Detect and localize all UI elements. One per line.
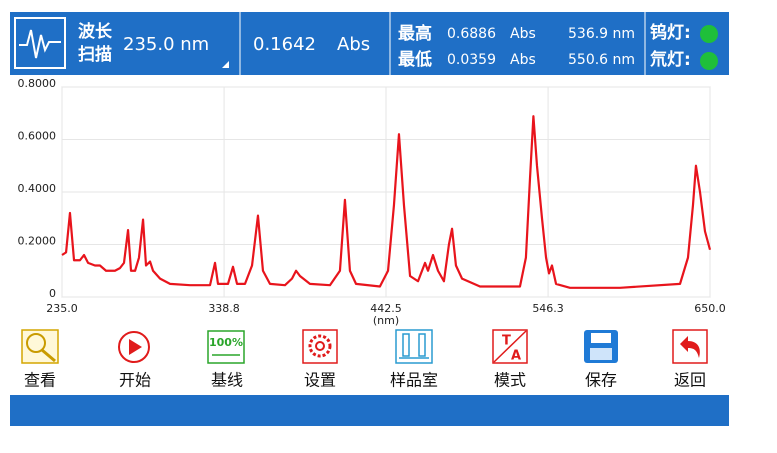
dropdown-arrow — [222, 61, 229, 68]
lamp-label: 钨灯: — [650, 22, 691, 43]
toolbar: 100% T A — [21, 329, 708, 364]
chart: 0 0.2000 0.4000 0.6000 0.8000 235.0 338.8 442.5… — [18, 77, 726, 327]
wavelength[interactable]: 235.0 nm — [123, 34, 209, 55]
icon-shape: T — [502, 334, 511, 349]
mode-text: 扫描 — [78, 44, 112, 65]
mode-text: 波长 — [78, 21, 113, 42]
toolbar-label[interactable]: 样品室 — [390, 371, 438, 390]
x-axis-label: (nm) — [373, 314, 399, 327]
lamp-indicator — [700, 52, 718, 70]
icon-shape — [308, 334, 332, 358]
x-tick-label: 650.0 — [694, 302, 726, 315]
toolbar-label[interactable]: 返回 — [674, 371, 706, 390]
back-icon[interactable] — [672, 329, 708, 364]
lamp-indicator — [700, 25, 718, 43]
icon-shape — [418, 333, 426, 357]
icon-shape — [129, 339, 142, 355]
settings-icon[interactable] — [302, 329, 338, 364]
reading: 0.1642 — [253, 34, 316, 55]
view-icon[interactable] — [21, 329, 59, 364]
icon-shape — [315, 341, 325, 351]
x-tick-label: 546.3 — [532, 302, 564, 315]
max-label: 最高 — [398, 23, 432, 44]
footer-bar — [10, 395, 729, 426]
toolbar-label[interactable]: 模式 — [494, 371, 526, 390]
toolbar-label[interactable]: 设置 — [304, 371, 336, 390]
min-label: 最低 — [398, 49, 432, 70]
toolbar-label[interactable]: 保存 — [585, 371, 617, 390]
save-icon[interactable] — [584, 330, 618, 363]
y-tick-label: 0.2000 — [18, 235, 57, 248]
start-icon[interactable] — [118, 331, 150, 363]
lamp-label: 氘灯: — [650, 49, 691, 70]
icon-shape — [591, 333, 611, 343]
toolbar-label[interactable]: 查看 — [24, 371, 56, 390]
mode-icon[interactable] — [14, 17, 66, 69]
y-tick-label: 0 — [49, 287, 56, 300]
icon-shape — [402, 333, 410, 357]
max-unit: Abs — [510, 26, 536, 42]
min-value: 0.0359 — [447, 52, 496, 68]
y-tick-label: 0.6000 — [18, 130, 57, 143]
mode-icon-wave — [19, 29, 61, 59]
icon-shape — [680, 336, 700, 358]
icon-shape — [590, 348, 612, 360]
reading-unit: Abs — [337, 34, 370, 55]
baseline-icon[interactable]: 100% — [207, 330, 245, 364]
spectrum-line — [61, 115, 712, 289]
x-tick-label: 338.8 — [208, 302, 240, 315]
y-tick-label: 0.4000 — [18, 182, 57, 195]
min-wavelength: 550.6 nm — [568, 52, 635, 68]
sample-icon[interactable] — [395, 329, 433, 364]
y-tick-label: 0.8000 — [18, 77, 57, 90]
max-value: 0.6886 — [447, 26, 496, 42]
max-wavelength: 536.9 nm — [568, 26, 635, 42]
mode-switch-icon[interactable]: T A — [492, 329, 528, 364]
icon-shape — [26, 333, 46, 353]
icon-shape: A — [511, 349, 521, 364]
x-tick-label: 442.5 — [370, 302, 402, 315]
icon-shape — [41, 348, 56, 363]
icon-shape — [493, 330, 527, 363]
x-tick-label: 235.0 — [46, 302, 78, 315]
toolbar-label[interactable]: 基线 — [211, 371, 243, 390]
header-bar — [10, 12, 729, 75]
toolbar-label[interactable]: 开始 — [119, 371, 151, 390]
icon-frame — [207, 330, 245, 364]
min-unit: Abs — [510, 52, 536, 68]
icon-shape: 100% — [209, 336, 243, 349]
